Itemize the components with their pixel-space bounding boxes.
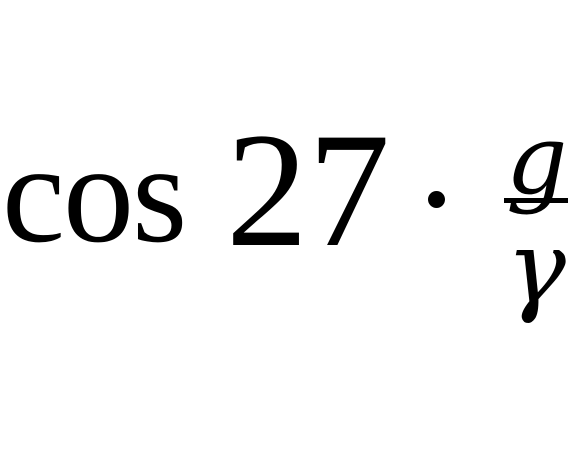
- cosine-function: cos: [2, 114, 187, 272]
- fraction-bar: [504, 198, 568, 203]
- fraction-numerator: g: [506, 104, 568, 216]
- fraction-denominator: γ: [506, 209, 566, 326]
- cosine-argument: 27: [226, 100, 390, 281]
- multiplication-dot: [428, 191, 445, 208]
